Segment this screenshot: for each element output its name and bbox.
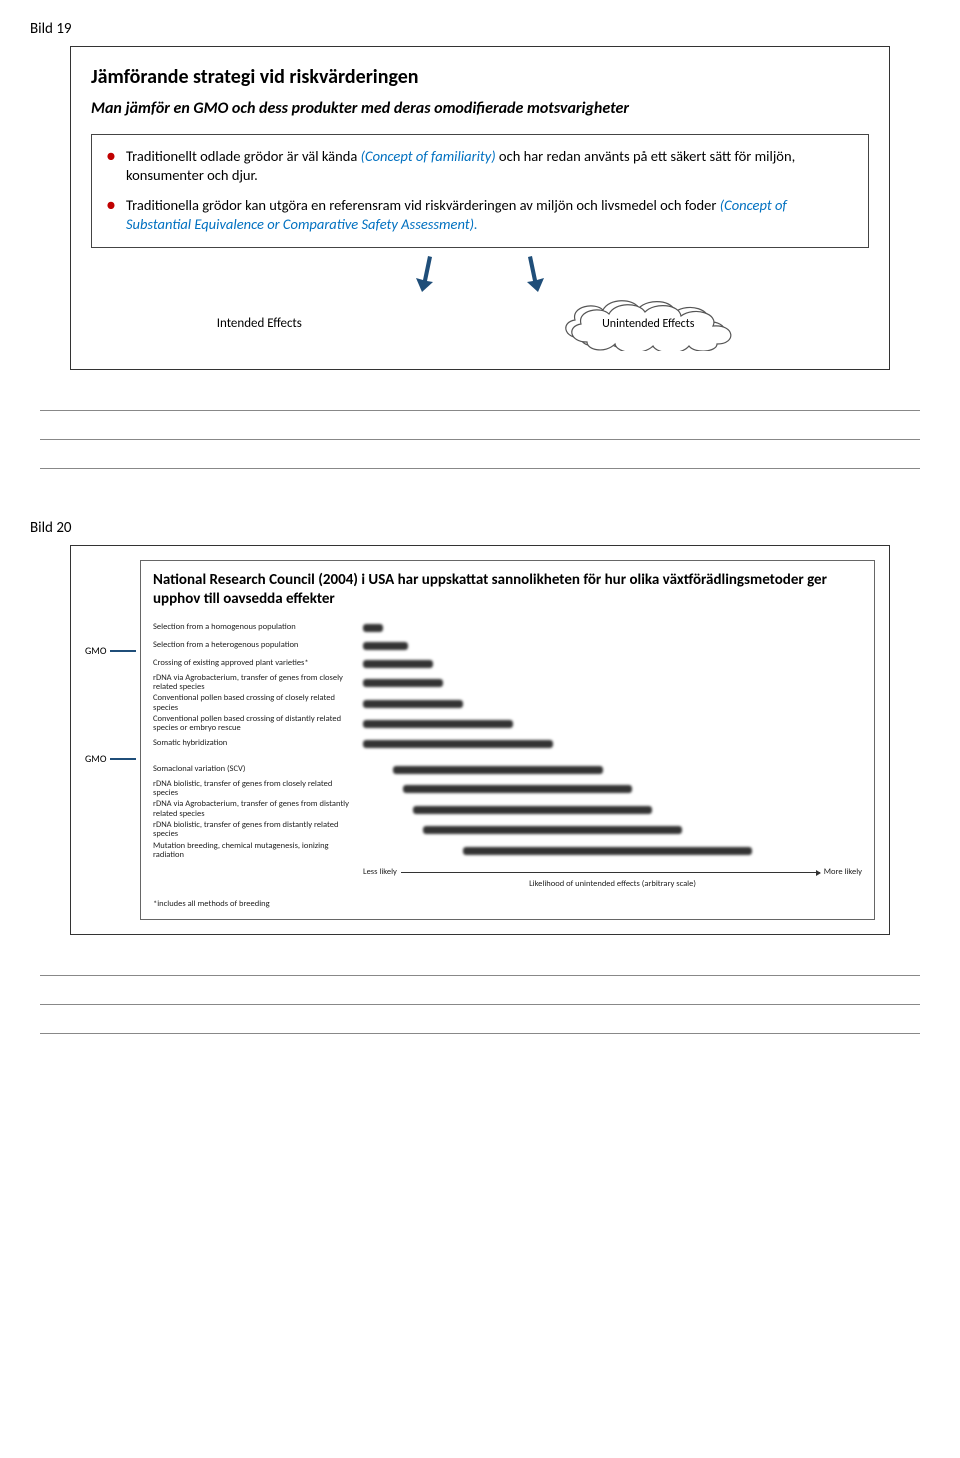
bar-cell <box>363 717 862 731</box>
likelihood-bar <box>363 624 383 632</box>
arrow-down-right-icon <box>520 256 550 292</box>
notes-lines-19 <box>40 410 920 469</box>
method-label: Somaclonal variation (SCV) <box>153 765 363 774</box>
slide-19-title: Jämförande strategi vid riskvärderingen <box>91 65 869 89</box>
likelihood-bar <box>363 700 463 708</box>
bar-cell <box>363 737 862 751</box>
chart-row: Somaclonal variation (SCV) <box>153 761 862 779</box>
likelihood-chart: Selection from a homogenous population Se… <box>153 619 862 862</box>
notes-lines-20 <box>40 975 920 1034</box>
bullet-item: • Traditionella grödor kan utgöra en ref… <box>106 196 854 235</box>
bar-cell <box>363 676 862 690</box>
bar-cell <box>363 823 862 837</box>
chart-row: Selection from a homogenous population <box>153 619 862 637</box>
chart-row: Conventional pollen based crossing of cl… <box>153 693 862 714</box>
chart-row: rDNA biolistic, transfer of genes from c… <box>153 779 862 800</box>
bar-cell <box>363 763 862 777</box>
slide-19-label: Bild 19 <box>30 20 930 38</box>
bar-cell <box>363 697 862 711</box>
slide-20-inner-box: National Research Council (2004) i USA h… <box>140 560 875 920</box>
gmo-marker-2: GMO <box>85 752 136 765</box>
likelihood-bar <box>363 660 433 668</box>
bar-cell <box>363 621 862 635</box>
bar-cell <box>363 803 862 817</box>
method-label: rDNA via Agrobacterium, transfer of gene… <box>153 674 363 693</box>
axis-left-label: Less likely <box>363 867 397 877</box>
arrow-row <box>91 256 869 292</box>
chart-footnote: *includes all methods of breeding <box>153 899 862 909</box>
intended-effects-label: Intended Effects <box>217 316 302 331</box>
bar-cell <box>363 782 862 796</box>
axis-arrow-icon <box>401 872 820 873</box>
slide-19-frame: Jämförande strategi vid riskvärderingen … <box>70 46 890 370</box>
chart-row: rDNA via Agrobacterium, transfer of gene… <box>153 799 862 820</box>
method-label: rDNA via Agrobacterium, transfer of gene… <box>153 800 363 819</box>
slide-20-frame: GMO GMO National Research Council (2004)… <box>70 545 890 935</box>
chart-row: Selection from a heterogenous population <box>153 637 862 655</box>
likelihood-bar <box>363 740 553 748</box>
chart-row: Conventional pollen based crossing of di… <box>153 714 862 735</box>
gmo-marker-column: GMO GMO <box>85 560 140 920</box>
method-label: rDNA biolistic, transfer of genes from d… <box>153 821 363 840</box>
method-label: Conventional pollen based crossing of di… <box>153 715 363 734</box>
method-label: Selection from a heterogenous population <box>153 641 363 650</box>
effects-row: Intended Effects Unintended Effects <box>91 296 869 351</box>
bar-cell <box>363 639 862 653</box>
method-label: Selection from a homogenous population <box>153 623 363 632</box>
chart-row: Crossing of existing approved plant vari… <box>153 655 862 673</box>
method-label: rDNA biolistic, transfer of genes from c… <box>153 780 363 799</box>
bullet-text: Traditionellt odlade grödor är väl kända… <box>126 147 854 186</box>
likelihood-bar <box>393 766 603 774</box>
method-label: Somatic hybridization <box>153 739 363 748</box>
gmo-label: GMO <box>85 752 106 765</box>
method-label: Crossing of existing approved plant vari… <box>153 659 363 668</box>
likelihood-bar <box>413 806 653 814</box>
slide-20-heading: National Research Council (2004) i USA h… <box>153 571 862 609</box>
likelihood-bar <box>363 642 408 650</box>
bar-cell <box>363 657 862 671</box>
likelihood-bar <box>403 785 633 793</box>
chart-row: rDNA biolistic, transfer of genes from d… <box>153 820 862 841</box>
bullet-dot-icon: • <box>106 196 116 214</box>
chart-axis: Less likely More likely Likelihood of un… <box>153 867 862 889</box>
likelihood-bar <box>423 826 682 834</box>
chart-row: rDNA via Agrobacterium, transfer of gene… <box>153 673 862 694</box>
chart-row: Mutation breeding, chemical mutagenesis,… <box>153 841 862 862</box>
arrow-down-left-icon <box>410 256 440 292</box>
unintended-effects-cloud: Unintended Effects <box>553 296 743 351</box>
method-label: Mutation breeding, chemical mutagenesis,… <box>153 842 363 861</box>
gmo-line-icon <box>110 758 136 760</box>
gmo-line-icon <box>110 650 136 652</box>
bullet-accent: (Concept of familiarity) <box>361 147 496 165</box>
likelihood-bar <box>363 720 513 728</box>
gmo-marker-1: GMO <box>85 644 136 657</box>
bullet-text: Traditionella grödor kan utgöra en refer… <box>126 196 854 235</box>
gmo-label: GMO <box>85 644 106 657</box>
bullet-item: • Traditionellt odlade grödor är väl kän… <box>106 147 854 186</box>
method-label: Conventional pollen based crossing of cl… <box>153 694 363 713</box>
bullet-plain: Traditionellt odlade grödor är väl kända <box>126 147 361 165</box>
slide-20-label: Bild 20 <box>30 519 930 537</box>
chart-row: Somatic hybridization <box>153 735 862 753</box>
bullet-plain: Traditionella grödor kan utgöra en refer… <box>126 196 720 214</box>
bullet-box: • Traditionellt odlade grödor är väl kän… <box>91 134 869 248</box>
axis-right-label: More likely <box>824 867 862 877</box>
likelihood-bar <box>463 847 752 855</box>
slide-19-subtitle: Man jämför en GMO och dess produkter med… <box>91 99 869 120</box>
bullet-dot-icon: • <box>106 147 116 165</box>
bar-cell <box>363 844 862 858</box>
likelihood-bar <box>363 679 443 687</box>
unintended-effects-label: Unintended Effects <box>602 317 694 331</box>
axis-caption: Likelihood of unintended effects (arbitr… <box>363 879 862 889</box>
